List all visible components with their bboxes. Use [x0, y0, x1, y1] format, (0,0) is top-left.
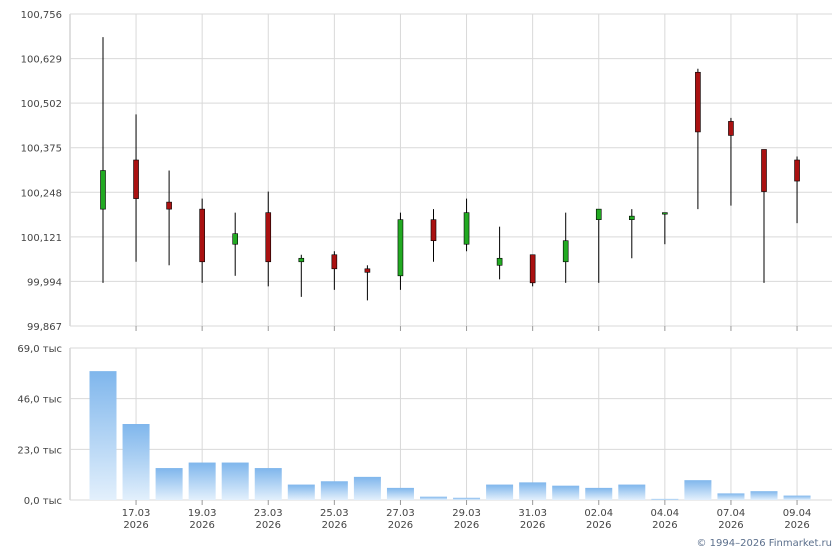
volume-bar: [353, 476, 381, 500]
candle-body: [628, 215, 635, 220]
year-tick-label: 2026: [189, 520, 214, 531]
price-tick-label: 99,994: [27, 277, 62, 288]
candle-body: [166, 201, 172, 210]
volume-tick-label: 23,0 тыс: [17, 445, 62, 456]
year-tick-label: 2026: [784, 520, 809, 531]
candlesticks: [100, 37, 800, 301]
volume-bar: [221, 462, 249, 500]
candle-body: [133, 159, 139, 199]
copyright-text: © 1994–2026 Finmarket.ru: [696, 538, 832, 549]
date-tick-label: 29.03: [452, 508, 481, 519]
candle-body: [364, 268, 371, 273]
candle-body: [595, 208, 602, 220]
price-tick-label: 100,121: [21, 233, 62, 244]
volume-bar: [585, 487, 613, 500]
volume-bar: [684, 480, 712, 500]
date-tick-label: 02.04: [584, 508, 613, 519]
year-tick-label: 2026: [388, 520, 413, 531]
price-tick-label: 100,756: [21, 10, 62, 21]
grid-layer: [69, 13, 832, 505]
candle-body: [100, 170, 106, 210]
year-tick-label: 2026: [454, 520, 479, 531]
year-tick-label: 2026: [652, 520, 677, 531]
candle-body: [662, 212, 668, 215]
volume-tick-label: 46,0 тыс: [17, 395, 62, 406]
candle-body: [695, 71, 701, 133]
volume-bar: [552, 485, 580, 500]
volume-tick-label: 69,0 тыс: [17, 344, 62, 355]
date-tick-label: 27.03: [386, 508, 415, 519]
volume-bar: [386, 487, 414, 500]
price-tick-label: 100,375: [21, 144, 62, 155]
year-tick-label: 2026: [718, 520, 743, 531]
volume-bar: [717, 493, 745, 500]
volume-bar: [155, 468, 183, 500]
volume-tick-label: 0,0 тыс: [24, 496, 62, 507]
candle-body: [265, 212, 272, 263]
date-axis-ticks: 17.03202619.03202623.03202625.03202627.0…: [122, 508, 812, 531]
volume-bar: [320, 481, 348, 500]
candle-body: [232, 233, 238, 245]
volume-bar: [254, 468, 282, 500]
date-tick-label: 04.04: [651, 508, 680, 519]
volume-axis-ticks: 69,0 тыс 46,0 тыс 23,0 тыс 0,0 тыс: [17, 344, 62, 507]
price-tick-label: 100,248: [21, 188, 62, 199]
candle-body: [397, 219, 404, 277]
price-tick-label: 100,502: [21, 99, 62, 110]
volume-bar: [618, 484, 646, 500]
year-tick-label: 2026: [123, 520, 148, 531]
volume-bar: [420, 496, 447, 500]
candle-body: [463, 212, 470, 245]
candle-body: [529, 254, 536, 284]
candle-body: [331, 254, 338, 270]
year-tick-label: 2026: [322, 520, 347, 531]
date-tick-label: 17.03: [122, 508, 151, 519]
candle-body: [562, 240, 569, 263]
volume-bar: [453, 497, 481, 500]
candle-body: [199, 208, 205, 263]
candle-body: [298, 257, 305, 263]
price-tick-label: 100,629: [21, 55, 62, 66]
volume-bar: [519, 482, 547, 500]
volume-bar: [188, 462, 216, 500]
volume-bar: [287, 484, 315, 500]
price-axis-ticks: 100,756 100,629 100,502 100,375 100,248 100,1…: [21, 10, 62, 333]
volume-bar: [783, 495, 811, 500]
price-tick-label: 99,867: [27, 322, 62, 333]
date-tick-label: 07.04: [717, 508, 746, 519]
date-tick-label: 09.04: [783, 508, 812, 519]
year-tick-label: 2026: [520, 520, 545, 531]
date-tick-label: 23.03: [254, 508, 283, 519]
date-tick-label: 19.03: [188, 508, 217, 519]
candle-body: [430, 219, 437, 242]
candle-body: [761, 149, 767, 192]
volume-bars: [89, 371, 811, 500]
volume-bar: [122, 424, 150, 500]
candle-body: [728, 121, 734, 136]
candle-body: [496, 257, 503, 266]
volume-bar: [486, 484, 514, 500]
volume-bar: [651, 498, 679, 500]
year-tick-label: 2026: [256, 520, 281, 531]
volume-bar: [750, 491, 778, 500]
date-tick-label: 25.03: [320, 508, 349, 519]
year-tick-label: 2026: [586, 520, 611, 531]
date-tick-label: 31.03: [518, 508, 547, 519]
candle-body: [794, 159, 800, 182]
volume-bar: [89, 371, 117, 500]
